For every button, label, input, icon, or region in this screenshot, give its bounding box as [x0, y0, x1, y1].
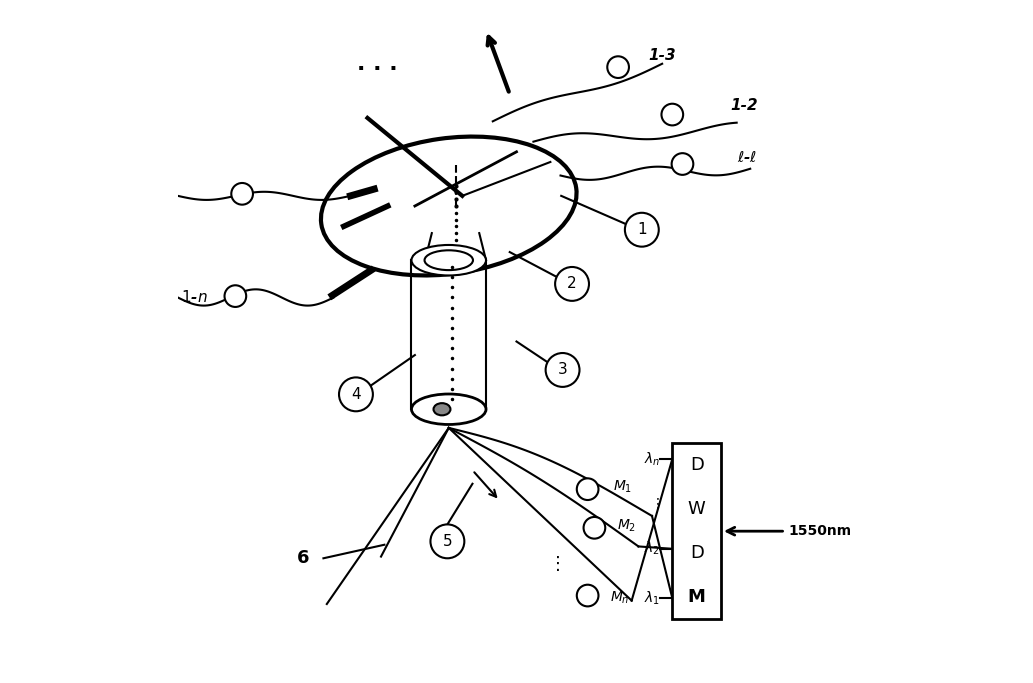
- Text: 1: 1: [637, 222, 647, 237]
- Circle shape: [231, 183, 253, 205]
- Circle shape: [224, 285, 246, 307]
- Text: 6: 6: [296, 549, 309, 568]
- Text: $\lambda_2$: $\lambda_2$: [645, 540, 660, 557]
- Text: $\vdots$: $\vdots$: [651, 495, 660, 510]
- Text: $M_n$: $M_n$: [611, 589, 629, 606]
- Circle shape: [339, 378, 373, 411]
- Ellipse shape: [411, 245, 486, 275]
- Bar: [672, 443, 721, 619]
- Circle shape: [607, 56, 629, 78]
- Text: D: D: [690, 544, 703, 562]
- Circle shape: [671, 153, 693, 175]
- Text: $\lambda_n$: $\lambda_n$: [644, 450, 660, 468]
- Circle shape: [555, 267, 589, 301]
- Circle shape: [576, 585, 598, 607]
- Text: $M_2$: $M_2$: [617, 518, 636, 534]
- Text: 1-2: 1-2: [730, 98, 757, 113]
- Circle shape: [625, 213, 659, 247]
- Ellipse shape: [411, 394, 486, 425]
- Circle shape: [584, 517, 605, 539]
- Circle shape: [431, 525, 465, 558]
- Text: . . .: . . .: [357, 54, 398, 74]
- Text: $M_1$: $M_1$: [613, 479, 632, 495]
- Text: M: M: [688, 588, 706, 607]
- Text: 1550nm: 1550nm: [789, 524, 852, 538]
- Text: 5: 5: [442, 534, 452, 549]
- Text: $\ell$-$\ell$: $\ell$-$\ell$: [737, 150, 757, 165]
- Circle shape: [661, 104, 683, 126]
- Text: 3: 3: [558, 363, 567, 378]
- Text: 1-3: 1-3: [649, 48, 677, 63]
- Ellipse shape: [434, 403, 450, 415]
- Circle shape: [576, 478, 598, 500]
- Text: $\vdots$: $\vdots$: [547, 554, 560, 573]
- Circle shape: [545, 353, 580, 387]
- Text: W: W: [688, 500, 706, 518]
- Text: 4: 4: [351, 387, 361, 402]
- Text: $\lambda_1$: $\lambda_1$: [644, 589, 660, 607]
- Text: D: D: [690, 456, 703, 474]
- Text: 2: 2: [567, 277, 576, 292]
- Text: $1$-$n$: $1$-$n$: [181, 290, 208, 305]
